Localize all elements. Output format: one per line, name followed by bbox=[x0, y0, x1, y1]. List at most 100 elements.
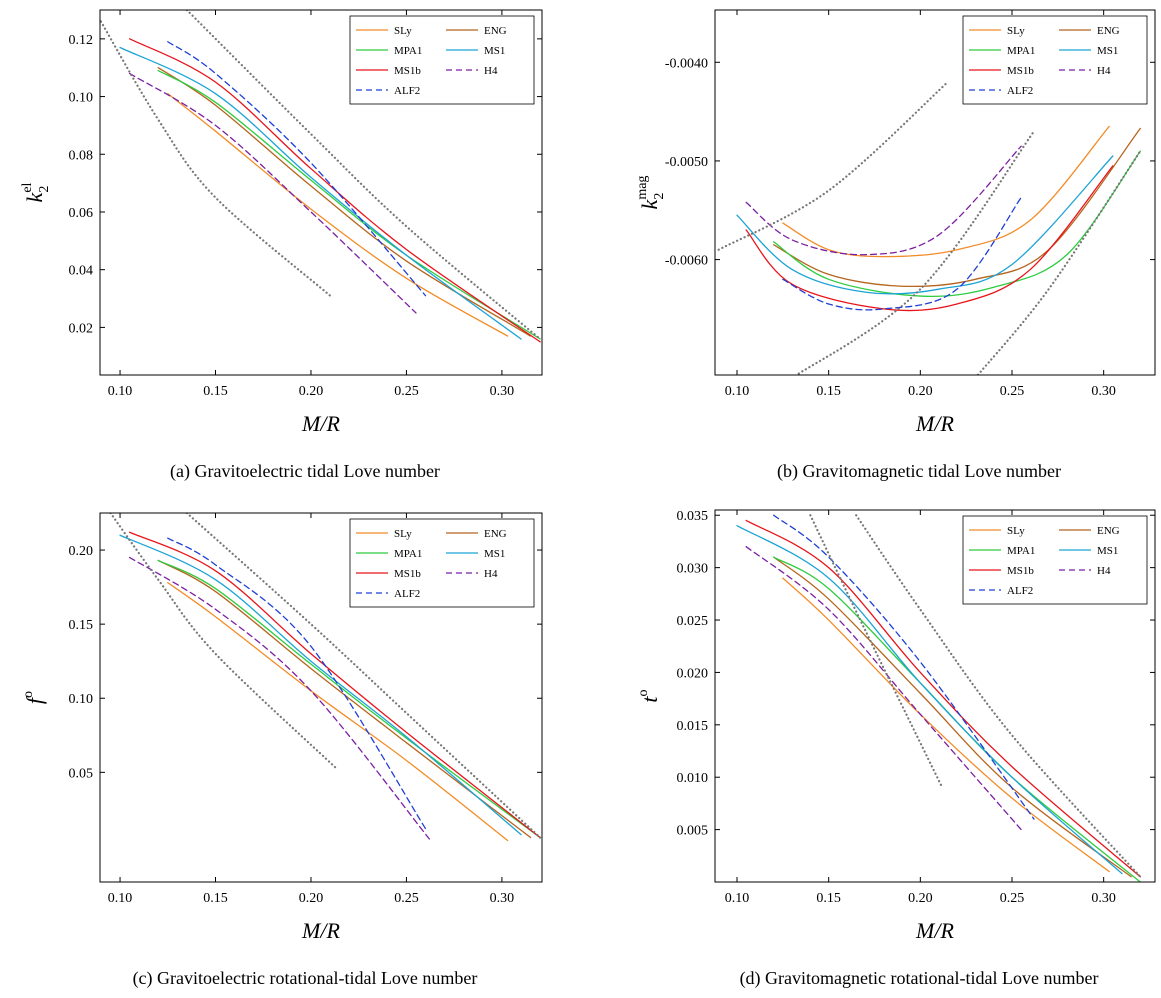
subplot: 0.10 0.15 0.20 0.25 0.30 0.02 0.04 0.06 0.08 0.10… bbox=[20, 9, 543, 482]
subplot: 0.10 0.15 0.20 0.25 0.30 0.05 0.10 0.15 0.20 SLy E… bbox=[21, 512, 543, 989]
series-line bbox=[128, 38, 541, 343]
series-line bbox=[157, 69, 541, 340]
caption: (c) Gravitoelectric rotational-tidal Lov… bbox=[133, 968, 478, 989]
y-axis-label-sup: mag bbox=[635, 176, 650, 200]
legend-label: H4 bbox=[484, 65, 498, 77]
x-tick-label: 0.25 bbox=[394, 891, 419, 906]
y-tick-label: 0.030 bbox=[677, 562, 709, 577]
y-axis-label-sub: 2 bbox=[652, 193, 667, 200]
legend-label: MS1 bbox=[1097, 45, 1118, 57]
y-axis-label-base: k bbox=[22, 191, 47, 202]
series-line bbox=[157, 67, 532, 337]
legend-label: MS1 bbox=[484, 548, 505, 560]
series-line bbox=[157, 559, 532, 839]
y-tick-label: 0.12 bbox=[69, 33, 94, 48]
x-tick-label: 0.25 bbox=[1000, 384, 1025, 399]
y-tick-label: 0.08 bbox=[69, 148, 94, 163]
legend-label: SLy bbox=[1007, 25, 1025, 37]
x-tick-label: 0.25 bbox=[1000, 891, 1025, 906]
series-line bbox=[185, 10, 542, 341]
y-tick-label: 0.20 bbox=[69, 544, 94, 559]
x-tick-label: 0.25 bbox=[394, 384, 419, 399]
x-tick-label: 0.20 bbox=[299, 891, 324, 906]
legend: SLy ENG MPA1 MS1 MS1b H4 ALF2 bbox=[349, 518, 535, 608]
caption: (d) Gravitomagnetic rotational-tidal Lov… bbox=[740, 968, 1099, 989]
series-line bbox=[773, 556, 1141, 882]
series-line bbox=[745, 546, 1022, 831]
y-tick-label: 0.04 bbox=[69, 264, 94, 279]
legend-label: SLy bbox=[394, 25, 412, 37]
subplot: 0.10 0.15 0.20 0.25 0.30 0.005 0.010 0.015 0.020… bbox=[636, 509, 1156, 989]
x-axis-label: M/R bbox=[301, 918, 340, 943]
x-axis-label: M/R bbox=[915, 918, 954, 943]
legend-label: ENG bbox=[1097, 525, 1120, 537]
series-line bbox=[157, 559, 541, 839]
series-line bbox=[773, 514, 1035, 820]
y-tick-label: 0.02 bbox=[69, 321, 94, 336]
series-line bbox=[736, 155, 1114, 295]
y-axis-label: fo bbox=[21, 691, 47, 704]
y-axis-label-base: f bbox=[22, 695, 47, 704]
series-line bbox=[736, 525, 1123, 875]
y-tick-label: 0.015 bbox=[677, 719, 709, 734]
series-line bbox=[167, 93, 509, 337]
legend-label: MS1 bbox=[484, 45, 505, 57]
legend-label: MPA1 bbox=[1007, 545, 1035, 557]
axes-frame bbox=[99, 512, 543, 883]
legend: SLy ENG MPA1 MS1 MS1b H4 ALF2 bbox=[349, 15, 535, 105]
legend-label: ALF2 bbox=[394, 588, 420, 600]
legend-label: MS1b bbox=[394, 568, 421, 580]
legend-box bbox=[349, 15, 535, 105]
y-tick-label: -0.0060 bbox=[665, 254, 708, 269]
x-tick-label: 0.30 bbox=[490, 384, 515, 399]
legend-label: ALF2 bbox=[1007, 85, 1033, 97]
x-axis-label: M/R bbox=[301, 411, 340, 436]
x-tick-label: 0.15 bbox=[816, 891, 841, 906]
legend-label: H4 bbox=[1097, 65, 1111, 77]
plot-area bbox=[717, 80, 1142, 375]
legend-box bbox=[962, 15, 1148, 105]
series-line bbox=[128, 556, 431, 840]
series-line bbox=[976, 149, 1142, 375]
legend-label: SLy bbox=[1007, 525, 1025, 537]
y-axis-label-sup: el bbox=[20, 182, 35, 192]
legend-box bbox=[962, 515, 1148, 605]
y-tick-label: 0.05 bbox=[69, 766, 94, 781]
x-tick-label: 0.20 bbox=[908, 384, 933, 399]
series-line bbox=[773, 556, 1132, 878]
y-axis-label: k2el bbox=[20, 182, 52, 202]
series-line bbox=[100, 20, 332, 297]
x-tick-label: 0.15 bbox=[203, 384, 228, 399]
legend-label: ALF2 bbox=[394, 85, 420, 97]
series-line bbox=[109, 513, 337, 769]
y-tick-label: 0.15 bbox=[69, 618, 94, 633]
series-line bbox=[745, 519, 1141, 878]
x-tick-label: 0.10 bbox=[725, 891, 750, 906]
x-axis-label: M/R bbox=[915, 411, 954, 436]
caption: (a) Gravitoelectric tidal Love number bbox=[170, 461, 440, 482]
legend-label: MPA1 bbox=[1007, 45, 1035, 57]
y-axis-label-sub: 2 bbox=[37, 186, 52, 193]
y-tick-label: 0.025 bbox=[677, 614, 709, 629]
caption: (b) Gravitomagnetic tidal Love number bbox=[777, 461, 1061, 482]
legend-label: ENG bbox=[484, 25, 507, 37]
series-line bbox=[119, 46, 522, 340]
y-axis-label-sup: o bbox=[636, 689, 651, 696]
axes-frame bbox=[99, 9, 543, 376]
series-line bbox=[794, 130, 1036, 375]
x-tick-label: 0.15 bbox=[203, 891, 228, 906]
legend-label: MS1b bbox=[1007, 565, 1034, 577]
series-line bbox=[782, 125, 1110, 258]
plot-area bbox=[109, 513, 542, 842]
series-line bbox=[167, 582, 509, 842]
y-axis-label-sup: o bbox=[21, 691, 36, 698]
legend-label: SLy bbox=[394, 528, 412, 540]
series-line bbox=[782, 577, 1110, 873]
x-tick-label: 0.15 bbox=[816, 384, 841, 399]
y-tick-label: 0.020 bbox=[677, 666, 709, 681]
plot-area bbox=[736, 514, 1142, 882]
legend-label: ALF2 bbox=[1007, 585, 1033, 597]
y-axis-label-base: k bbox=[637, 198, 662, 209]
x-tick-label: 0.30 bbox=[1091, 384, 1116, 399]
axes-frame bbox=[714, 509, 1156, 883]
